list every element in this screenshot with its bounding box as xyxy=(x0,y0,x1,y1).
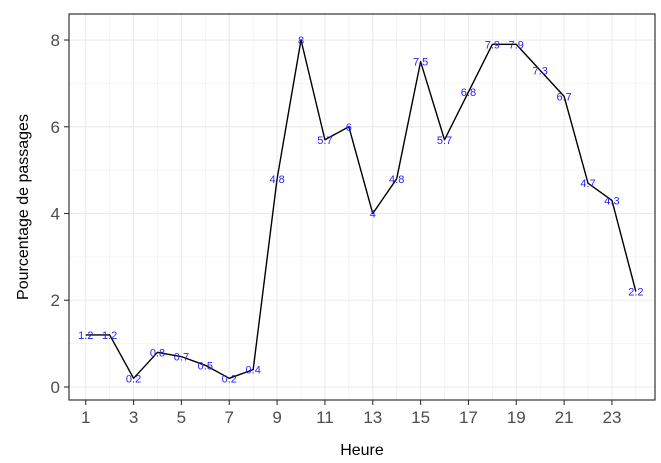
data-label: 0.5 xyxy=(198,360,213,372)
x-tick-label: 17 xyxy=(459,408,478,427)
x-tick-label: 15 xyxy=(411,408,430,427)
x-tick-label: 19 xyxy=(507,408,526,427)
data-label: 1.2 xyxy=(102,330,117,342)
data-labels-layer: 1.2 1.2 0.2 0.8 0.7 0.5 0.2 0.4 4.8 8 5.7 6 4 4.8 7.5 5… xyxy=(78,35,643,385)
data-label: 6.8 xyxy=(461,87,476,99)
x-tick-label: 23 xyxy=(602,408,621,427)
data-label: 4 xyxy=(370,209,376,221)
data-label: 0.7 xyxy=(174,352,189,364)
panel-border xyxy=(68,13,656,401)
x-tick-label: 1 xyxy=(81,408,90,427)
x-tick-label: 3 xyxy=(129,408,138,427)
y-tick-label: 2 xyxy=(51,291,60,310)
data-label: 7.3 xyxy=(533,65,548,77)
data-label: 0.2 xyxy=(222,373,237,385)
x-tick-label: 11 xyxy=(316,408,334,427)
x-tick-label: 21 xyxy=(555,408,574,427)
data-label: 7.9 xyxy=(509,39,524,51)
data-label: 0.2 xyxy=(126,373,141,385)
data-label: 4.8 xyxy=(269,174,284,186)
x-axis-title: Heure xyxy=(340,442,384,459)
data-label: 0.4 xyxy=(246,365,261,377)
data-label: 2.2 xyxy=(628,287,643,299)
data-label: 4.7 xyxy=(580,178,595,190)
data-label: 0.8 xyxy=(150,347,165,359)
data-label: 6 xyxy=(346,122,352,134)
x-tick-label: 13 xyxy=(363,408,382,427)
series-layer xyxy=(85,39,637,380)
data-label: 6.7 xyxy=(556,91,571,103)
y-tick-label: 4 xyxy=(51,205,60,224)
data-label: 4.8 xyxy=(389,174,404,186)
y-tick-label: 8 xyxy=(51,31,60,50)
series-line xyxy=(85,39,637,380)
data-label: 8 xyxy=(298,35,304,47)
data-label: 4.3 xyxy=(604,195,619,207)
data-label: 7.9 xyxy=(485,39,500,51)
y-tick-label: 0 xyxy=(51,378,60,397)
x-tick-label: 5 xyxy=(177,408,186,427)
data-label: 7.5 xyxy=(413,57,428,69)
grid-layer xyxy=(69,14,655,400)
y-axis-title: Pourcentage de passages xyxy=(15,114,32,300)
y-tick-label: 6 xyxy=(51,118,60,137)
x-tick-label: 7 xyxy=(225,408,234,427)
data-label: 1.2 xyxy=(78,330,93,342)
x-tick-label: 9 xyxy=(272,408,281,427)
data-label: 5.7 xyxy=(317,135,332,147)
data-label: 5.7 xyxy=(437,135,452,147)
